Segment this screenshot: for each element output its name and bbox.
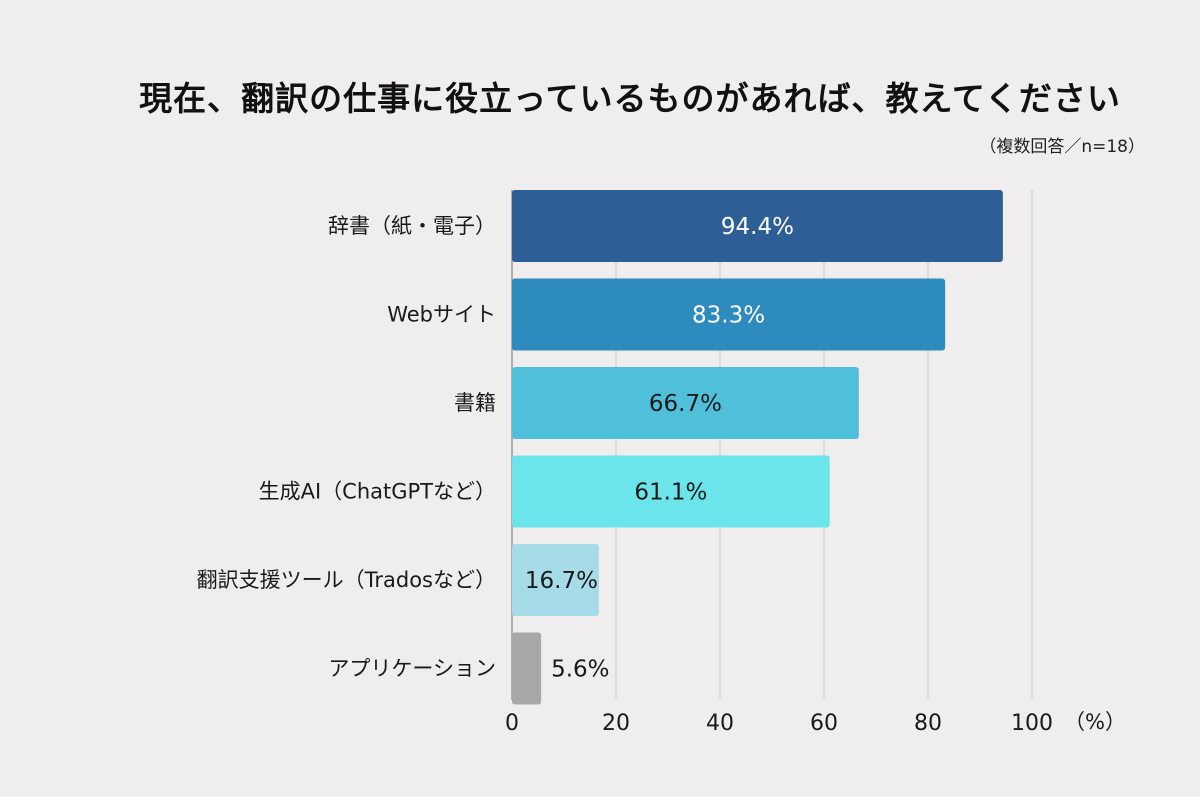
x-tick-label: 60: [810, 711, 838, 736]
category-label: 辞書（紙・電子）: [328, 214, 496, 238]
x-tick-label: 80: [914, 711, 942, 736]
bar: [512, 632, 542, 705]
x-tick-label: 40: [706, 711, 734, 736]
x-unit-label: （%）: [1064, 710, 1126, 734]
bar: [512, 278, 946, 351]
chart-subtitle: （複数回答／n=18）: [979, 137, 1145, 157]
category-label: Webサイト: [387, 303, 496, 327]
category-label: 生成AI（ChatGPTなど）: [259, 480, 496, 504]
category-label: アプリケーション: [328, 657, 496, 681]
bar: [512, 455, 830, 528]
bar: [512, 190, 1003, 262]
labels: 0 20 40 60 80 100 （%） 辞書（紙・電子） 94.4% Webサイト 83.3% 書…: [197, 214, 1126, 736]
value-label: 61.1%: [634, 480, 707, 506]
bar: [512, 367, 859, 439]
chart-title: 現在、翻訳の仕事に役立っているものがあれば、教えてください: [139, 79, 1121, 118]
value-label: 83.3%: [692, 303, 765, 329]
bar: [512, 544, 599, 616]
grid-lines: [511, 190, 1033, 700]
value-label: 66.7%: [649, 391, 722, 417]
value-label: 16.7%: [525, 568, 598, 594]
x-tick-label: 100: [1011, 711, 1053, 736]
value-label: 5.6%: [551, 657, 609, 683]
category-label: 書籍: [454, 391, 496, 415]
category-label: 翻訳支援ツール（Tradosなど）: [197, 568, 496, 592]
x-tick-label: 0: [505, 711, 519, 736]
bars: [512, 190, 1003, 705]
value-label: 94.4%: [721, 214, 794, 240]
x-tick-label: 20: [602, 711, 630, 736]
